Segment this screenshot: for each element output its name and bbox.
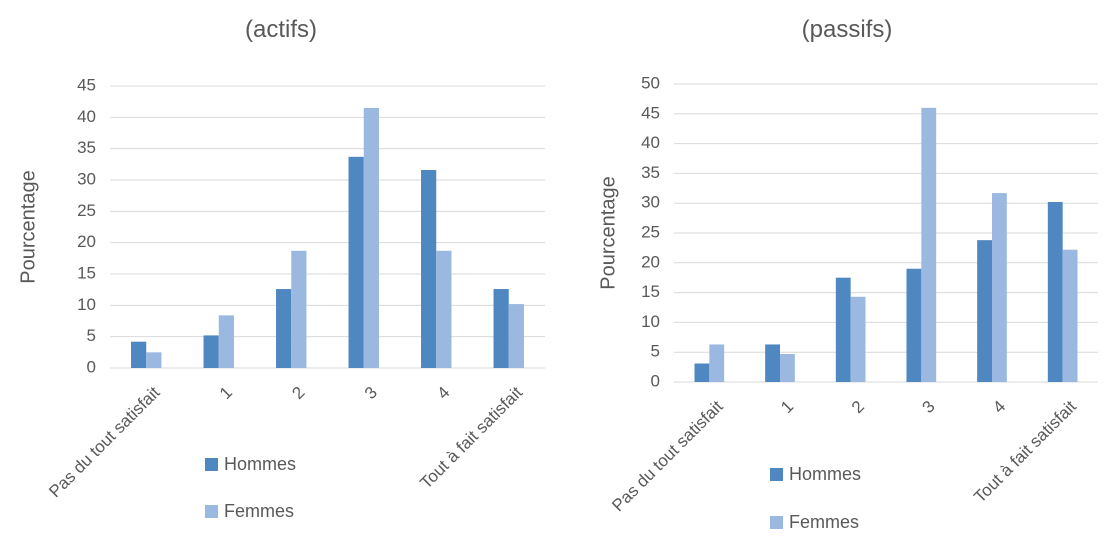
- y-tick-label: 15: [641, 282, 660, 301]
- x-tick-label: 4: [989, 397, 1009, 417]
- chart-title: (passifs): [802, 16, 893, 43]
- x-tick-label: 1: [777, 397, 797, 417]
- legend-swatch-femmes: [205, 505, 218, 518]
- bar-femmes-0: [709, 344, 725, 382]
- bar-femmes-0: [146, 352, 162, 368]
- bar-hommes-1: [203, 335, 219, 368]
- bar-hommes-2: [276, 289, 292, 368]
- legend-swatch-hommes: [770, 468, 783, 481]
- bar-hommes-2: [835, 277, 851, 382]
- y-tick-label: 35: [641, 163, 660, 182]
- y-tick-label: 45: [77, 75, 96, 94]
- x-tick-label: 2: [848, 397, 868, 417]
- bar-femmes-5: [1062, 249, 1078, 382]
- bar-femmes-2: [291, 250, 307, 368]
- bar-hommes-0: [131, 341, 147, 368]
- bar-hommes-3: [348, 156, 364, 368]
- bar-femmes-4: [436, 250, 452, 368]
- y-tick-label: 40: [641, 133, 660, 152]
- x-tick-label: 2: [288, 383, 308, 403]
- x-tick-label: 3: [919, 397, 939, 417]
- x-tick-label: Pas du tout satisfait: [45, 383, 164, 502]
- y-tick-label: 20: [641, 252, 660, 271]
- legend-label: Hommes: [789, 464, 861, 484]
- legend-swatch-hommes: [205, 458, 218, 471]
- chart-passifs: (passifs) Pourcentage 0 5 10 15 20 25 30 35 40 45 50…: [597, 16, 1098, 532]
- y-tick-label: 10: [641, 312, 660, 331]
- y-tick-label: 35: [77, 138, 96, 157]
- y-tick-label: 0: [651, 371, 660, 390]
- y-tick-label: 30: [641, 193, 660, 212]
- x-tick-label: Tout à fait satisfait: [416, 383, 526, 493]
- bar-hommes-4: [421, 169, 437, 368]
- bar-hommes-5: [493, 289, 509, 368]
- bar-hommes-1: [765, 344, 780, 382]
- bar-femmes-3: [921, 107, 937, 382]
- y-tick-label: 50: [641, 73, 660, 92]
- bar-femmes-3: [363, 107, 379, 368]
- y-axis-label: Pourcentage: [17, 170, 39, 283]
- legend-label: Femmes: [224, 501, 294, 521]
- bar-femmes-2: [850, 296, 866, 382]
- x-tick-label: Pas du tout satisfait: [608, 397, 727, 516]
- y-tick-label: 45: [641, 103, 660, 122]
- y-tick-label: 0: [87, 357, 96, 376]
- bar-hommes-4: [977, 240, 992, 382]
- y-tick-label: 20: [77, 232, 96, 251]
- bar-hommes-5: [1047, 202, 1063, 382]
- x-tick-label: 3: [361, 383, 381, 403]
- bar-hommes-3: [906, 268, 922, 382]
- x-tick-label: 4: [433, 383, 453, 403]
- y-tick-label: 5: [651, 342, 660, 361]
- y-tick-label: 25: [641, 222, 660, 241]
- bar-femmes-4: [992, 193, 1007, 382]
- bar-femmes-5: [508, 304, 524, 368]
- x-tick-label: Tout à fait satisfait: [970, 397, 1080, 507]
- legend-swatch-femmes: [770, 516, 783, 529]
- chart-actifs: (actifs) Pourcentage 0 5 10 15 20 25 30 35 40 45 Pas…: [17, 16, 545, 521]
- legend-label: Hommes: [224, 454, 296, 474]
- y-tick-label: 25: [77, 201, 96, 220]
- chart-title: (actifs): [245, 16, 317, 43]
- y-tick-label: 10: [77, 295, 96, 314]
- legend-label: Femmes: [789, 512, 859, 532]
- y-axis-label: Pourcentage: [597, 176, 619, 289]
- y-tick-label: 5: [87, 326, 96, 345]
- bar-hommes-0: [694, 363, 710, 382]
- y-tick-label: 30: [77, 169, 96, 188]
- y-tick-label: 40: [77, 107, 96, 126]
- bar-femmes-1: [780, 353, 795, 382]
- x-tick-label: 1: [216, 383, 236, 403]
- y-tick-label: 15: [77, 263, 96, 282]
- bar-femmes-1: [218, 315, 234, 368]
